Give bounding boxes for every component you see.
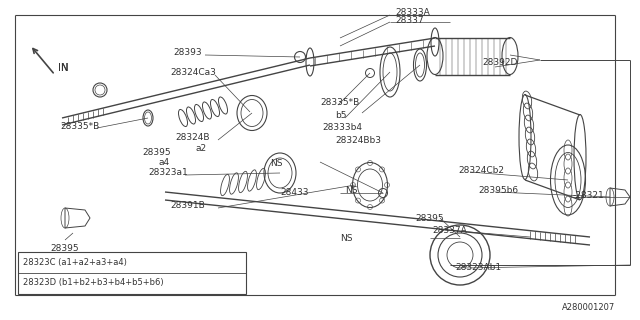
Text: 28323D (b1+b2+b3+b4+b5+b6): 28323D (b1+b2+b3+b4+b5+b6) (23, 278, 164, 287)
Text: 28323a1: 28323a1 (148, 167, 188, 177)
Text: 28392D: 28392D (482, 58, 517, 67)
Text: a4: a4 (158, 157, 169, 166)
Text: NS: NS (270, 158, 282, 167)
Text: 28324Cb2: 28324Cb2 (458, 165, 504, 174)
Text: 28324Bb3: 28324Bb3 (335, 135, 381, 145)
Text: 28335*B: 28335*B (60, 122, 99, 131)
Text: 28391B: 28391B (170, 201, 205, 210)
Text: 28395: 28395 (415, 213, 444, 222)
Polygon shape (610, 188, 630, 206)
Text: 28433: 28433 (280, 188, 308, 196)
Text: a2: a2 (195, 143, 206, 153)
Text: 28395: 28395 (50, 244, 79, 252)
Polygon shape (65, 208, 90, 228)
Text: 28337: 28337 (395, 15, 424, 25)
Text: NS: NS (345, 186, 358, 195)
Text: 28335*B: 28335*B (320, 98, 359, 107)
Text: 28337A: 28337A (432, 226, 467, 235)
Text: 28395b6: 28395b6 (478, 186, 518, 195)
Text: IN: IN (58, 63, 68, 73)
Bar (18, 252, 246, 294)
Text: 28395: 28395 (142, 148, 171, 156)
Text: 28323Ab1: 28323Ab1 (455, 263, 501, 273)
Text: -28321: -28321 (573, 190, 605, 199)
Text: 28393: 28393 (173, 47, 202, 57)
Text: b5: b5 (335, 110, 346, 119)
Text: NS: NS (340, 234, 353, 243)
Text: 28324B: 28324B (175, 132, 209, 141)
Text: A280001207: A280001207 (562, 303, 615, 313)
Text: IN: IN (58, 63, 68, 73)
Text: 28323C (a1+a2+a3+a4): 28323C (a1+a2+a3+a4) (23, 258, 127, 267)
Text: 28324Ca3: 28324Ca3 (170, 68, 216, 76)
Text: 28333A: 28333A (395, 7, 429, 17)
Text: 28333b4: 28333b4 (322, 123, 362, 132)
